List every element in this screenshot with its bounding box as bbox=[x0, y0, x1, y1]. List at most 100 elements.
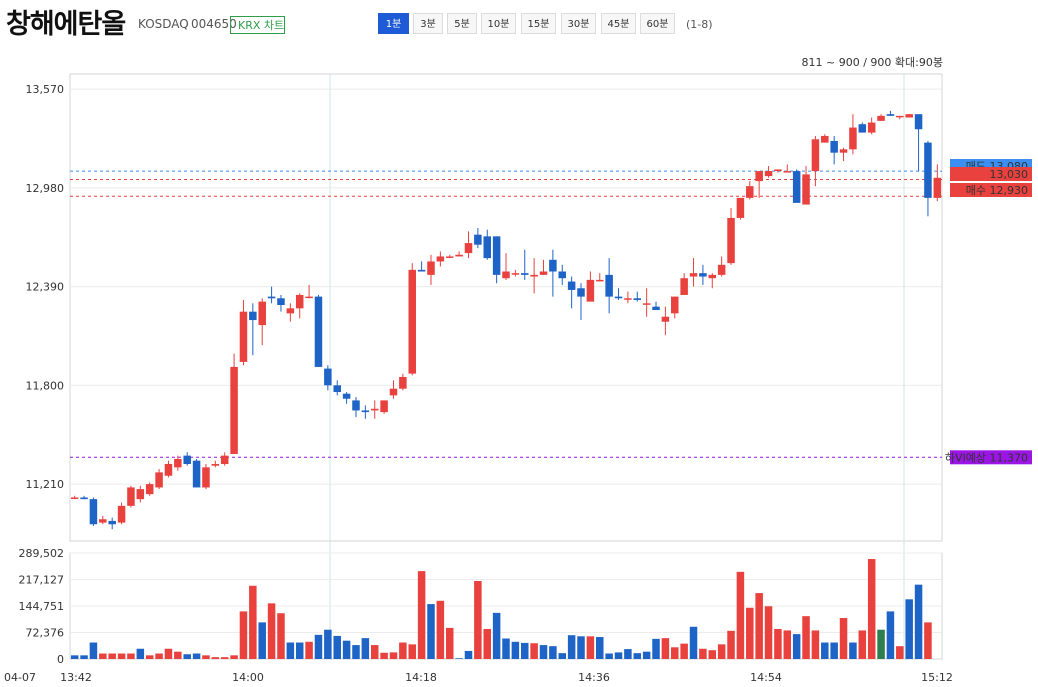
candle-body bbox=[277, 298, 285, 305]
candle-body bbox=[192, 460, 201, 488]
krx-chart-button[interactable]: KRX 차트 bbox=[230, 16, 285, 34]
volume-bar bbox=[352, 645, 360, 659]
volume-bar bbox=[277, 613, 285, 659]
volume-bar bbox=[427, 604, 435, 659]
candle-body bbox=[521, 273, 529, 275]
candle-body bbox=[717, 264, 726, 275]
volume-bar bbox=[614, 652, 623, 659]
volume-bar bbox=[774, 628, 782, 659]
volume-bar bbox=[174, 651, 182, 659]
candle-body bbox=[474, 234, 482, 245]
volume-bar bbox=[258, 622, 266, 659]
candle-body bbox=[417, 269, 426, 272]
candle-body bbox=[839, 149, 848, 153]
volume-bar bbox=[849, 642, 857, 659]
price-tick-label: 11,800 bbox=[26, 379, 65, 392]
volume-bar bbox=[567, 635, 576, 659]
volume-bar bbox=[511, 641, 520, 659]
market-label: KOSDAQ bbox=[138, 17, 189, 31]
volume-bar bbox=[633, 653, 642, 659]
candle-body bbox=[202, 467, 210, 488]
volume-bar bbox=[108, 653, 116, 659]
timeframe-button-1[interactable]: 1분 bbox=[378, 13, 409, 34]
candle-body bbox=[164, 464, 173, 476]
volume-bar bbox=[445, 627, 454, 659]
level-label-text: 하VI예상 11,370 bbox=[945, 450, 1028, 464]
volume-bar bbox=[680, 643, 688, 659]
candle-body bbox=[736, 197, 745, 218]
volume-bar bbox=[267, 603, 276, 659]
volume-bar bbox=[117, 653, 126, 659]
timeframe-button-6[interactable]: 30분 bbox=[561, 13, 596, 34]
volume-bar bbox=[661, 638, 670, 659]
price-tick-label: 12,390 bbox=[26, 281, 65, 294]
timeframe-button-5[interactable]: 15분 bbox=[521, 13, 556, 34]
candle-body bbox=[108, 520, 116, 525]
candle-body bbox=[408, 269, 416, 374]
candle-body bbox=[267, 296, 276, 299]
volume-bar bbox=[127, 653, 135, 659]
candle-body bbox=[220, 455, 229, 465]
candle-body bbox=[596, 279, 604, 282]
volume-bar bbox=[586, 636, 595, 659]
volume-bar bbox=[858, 630, 867, 659]
candle-body bbox=[811, 139, 820, 172]
volume-bar bbox=[811, 630, 820, 659]
volume-bar bbox=[183, 654, 191, 659]
candle-body bbox=[342, 393, 351, 399]
volume-bar bbox=[202, 655, 210, 659]
candle-body bbox=[792, 171, 801, 203]
candle-body bbox=[774, 169, 782, 172]
timeframe-button-2[interactable]: 3분 bbox=[413, 13, 443, 34]
volume-bar bbox=[361, 638, 370, 659]
level-label-box bbox=[950, 167, 1032, 181]
candle-body bbox=[896, 115, 904, 118]
timeframe-button-7[interactable]: 45분 bbox=[601, 13, 636, 34]
volume-bar bbox=[671, 647, 679, 659]
candle-body bbox=[455, 254, 463, 257]
volume-bar bbox=[370, 645, 379, 659]
candle-body bbox=[445, 256, 454, 258]
candle-body bbox=[708, 274, 717, 279]
timeframe-button-3[interactable]: 5분 bbox=[447, 13, 477, 34]
candle-body bbox=[764, 171, 773, 177]
candle-body bbox=[689, 273, 698, 277]
candle-body bbox=[211, 464, 220, 466]
candle-body bbox=[258, 301, 266, 326]
x-tick-label: 14:00 bbox=[232, 671, 264, 684]
volume-bar bbox=[736, 571, 745, 659]
candle-body bbox=[70, 497, 79, 499]
volume-bar bbox=[914, 584, 923, 659]
volume-bar bbox=[380, 652, 388, 659]
candle-body bbox=[305, 296, 313, 299]
range-note: (1-8) bbox=[686, 18, 713, 31]
volume-bar bbox=[492, 612, 501, 659]
volume-bar bbox=[136, 648, 145, 659]
volume-bar bbox=[839, 617, 848, 659]
candle-body bbox=[436, 256, 445, 262]
volume-bar bbox=[886, 611, 895, 659]
candle-body bbox=[867, 122, 876, 133]
x-tick-label: 14:54 bbox=[750, 671, 782, 684]
candle-body bbox=[746, 186, 754, 198]
volume-bar bbox=[436, 600, 445, 659]
candle-body bbox=[155, 472, 163, 488]
volume-bar bbox=[211, 657, 220, 659]
candle-body bbox=[399, 376, 407, 389]
timeframe-button-4[interactable]: 10분 bbox=[481, 13, 516, 34]
volume-bar bbox=[192, 653, 201, 659]
candle-body bbox=[183, 455, 191, 465]
volume-bar bbox=[145, 655, 154, 659]
volume-bar bbox=[399, 642, 407, 659]
candle-body bbox=[427, 261, 435, 275]
candle-body bbox=[924, 142, 932, 198]
candle-body bbox=[389, 388, 398, 396]
volume-bar bbox=[896, 646, 904, 659]
volume-bar bbox=[464, 650, 473, 659]
candle-body bbox=[680, 278, 688, 295]
candle-body bbox=[614, 296, 623, 299]
volume-bar bbox=[99, 653, 107, 659]
timeframe-button-8[interactable]: 60분 bbox=[640, 13, 675, 34]
candle-body bbox=[905, 114, 913, 118]
